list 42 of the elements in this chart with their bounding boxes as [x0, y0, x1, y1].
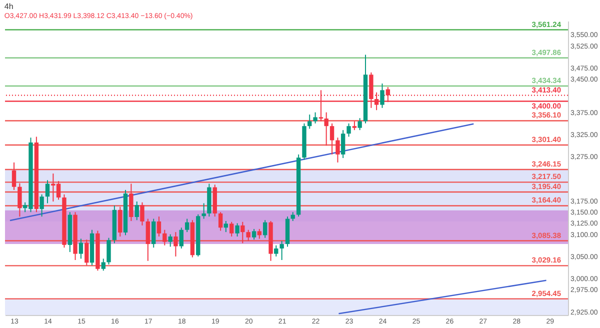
candlestick	[45, 180, 50, 204]
candlestick	[224, 220, 228, 233]
candlestick	[156, 216, 162, 238]
candlestick	[106, 237, 111, 265]
candlestick	[152, 218, 156, 248]
candlestick	[168, 234, 172, 248]
candlestick	[252, 228, 256, 240]
candlestick	[380, 83, 384, 108]
chart-title: 4h	[4, 2, 14, 11]
candlestick	[358, 118, 362, 131]
candlestick	[336, 137, 340, 163]
candlestick	[274, 244, 278, 257]
candlestick	[257, 228, 262, 240]
candlestick	[146, 218, 150, 262]
candlestick	[18, 182, 22, 218]
candlestick	[162, 229, 167, 246]
candlestick	[340, 130, 346, 159]
candlestick	[184, 218, 190, 233]
candlestick	[346, 122, 351, 138]
candlestick	[230, 221, 234, 238]
candlestick	[235, 222, 240, 238]
candlestick	[179, 227, 184, 249]
candlestick	[218, 212, 223, 232]
candlestick	[324, 112, 328, 146]
candlestick	[246, 229, 250, 242]
candlestick	[129, 183, 134, 222]
candlestick	[12, 162, 16, 190]
candlestick	[101, 258, 106, 272]
candlestick	[240, 221, 245, 244]
candlestick	[134, 200, 139, 221]
candlestick	[118, 206, 122, 238]
candlestick	[174, 232, 178, 257]
candlestick	[40, 194, 44, 218]
candlestick	[280, 240, 284, 261]
candlestick	[262, 220, 268, 238]
candlestick	[307, 114, 312, 130]
candlestick	[140, 202, 144, 226]
candlestick	[78, 238, 84, 260]
candlestick	[330, 122, 334, 155]
candlestick	[84, 239, 89, 266]
candlestick	[202, 202, 206, 220]
candlestick	[313, 112, 318, 124]
